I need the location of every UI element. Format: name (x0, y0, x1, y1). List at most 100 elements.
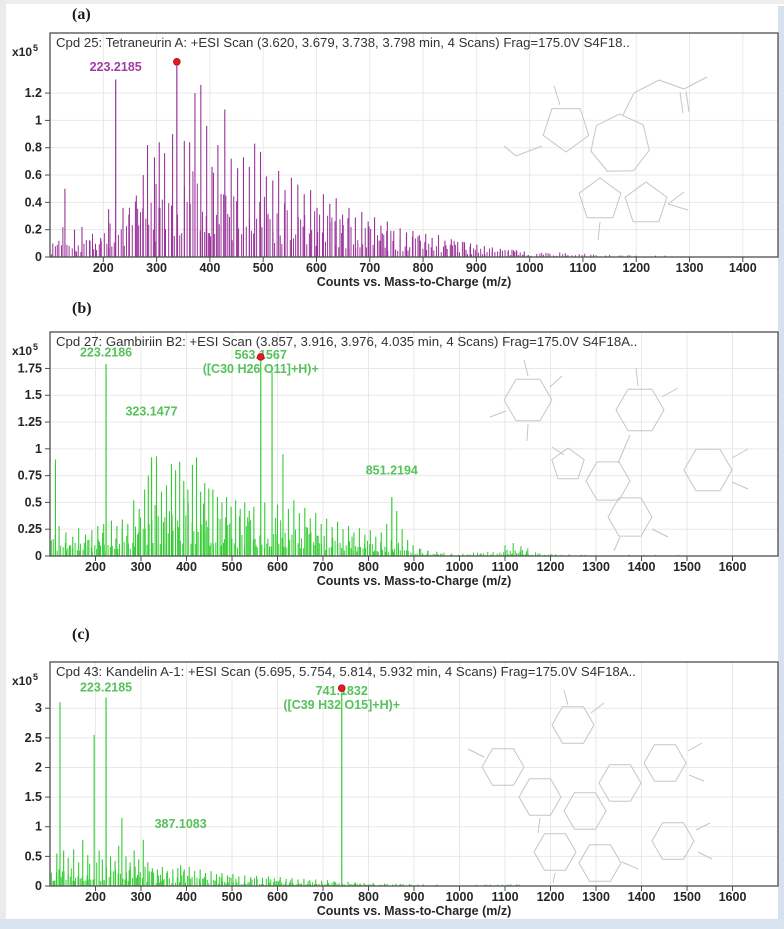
x-tick-label: 400 (199, 261, 220, 275)
y-tick-label: 0 (35, 549, 42, 563)
spectrum-peaks (51, 65, 666, 257)
y-scale-label: x105 (12, 43, 38, 59)
x-tick-label: 200 (93, 261, 114, 275)
x-tick-label: 800 (358, 560, 379, 574)
x-tick-label: 1000 (516, 261, 544, 275)
x-tick-label: 300 (131, 890, 152, 904)
y-tick-label: 0.8 (25, 141, 42, 155)
y-scale-label: x105 (12, 672, 38, 688)
y-tick-label: 1.25 (18, 415, 42, 429)
plot-border (49, 32, 779, 258)
y-tick-label: 1 (35, 820, 42, 834)
x-tick-label: 1100 (491, 560, 518, 574)
x-tick-label: 600 (306, 261, 327, 275)
x-tick-label: 900 (404, 890, 425, 904)
peak-formula-label: ([C30 H26 O11]+H)+ (203, 362, 319, 376)
peak-label: 387.1083 (155, 817, 207, 831)
x-tick-label: 500 (253, 261, 274, 275)
spectrum-title: Cpd 43: Kandelin A-1: +ESI Scan (5.695, … (56, 664, 636, 679)
molecule-structure (467, 689, 713, 884)
spectrum-panel-c: 200 300 400 500 600 700 800 900 1000 1100 1200 1300… (12, 661, 779, 918)
y-tick-label: 0.5 (25, 849, 42, 863)
y-tick-label: 2.5 (25, 731, 42, 745)
x-tick-label: 700 (313, 560, 334, 574)
x-tick-label: 400 (176, 560, 197, 574)
y-tick-label: 0.25 (18, 522, 42, 536)
x-tick-label: 1400 (628, 890, 656, 904)
left-edge-strip (0, 0, 6, 929)
x-tick-label: 1500 (673, 890, 701, 904)
x-axis-title: Counts vs. Mass-to-Charge (m/z) (317, 275, 511, 289)
x-tick-label: 1600 (719, 560, 747, 574)
panel-b-letter: (b) (72, 300, 92, 317)
y-tick-label: 1.5 (25, 790, 42, 804)
x-tick-label: 1000 (446, 560, 474, 574)
panel-c-letter: (c) (72, 626, 90, 643)
panel-a-letter: (a) (72, 6, 91, 23)
x-tick-label: 300 (131, 560, 152, 574)
x-tick-label: 800 (413, 261, 434, 275)
x-tick-label: 200 (85, 560, 106, 574)
gridlines (50, 332, 778, 556)
spectrum-peaks (50, 360, 679, 556)
base-peak-marker-icon (337, 684, 346, 693)
axis-ticks (45, 92, 744, 262)
spectrum-title: Cpd 25: Tetraneurin A: +ESI Scan (3.620,… (56, 35, 630, 50)
axis-ticks (45, 367, 733, 561)
right-edge-strip (778, 6, 784, 929)
x-tick-label: 700 (313, 890, 334, 904)
x-tick-label: 1200 (537, 890, 565, 904)
peak-label: 223.2185 (80, 681, 132, 695)
y-scale-label: x105 (12, 342, 38, 358)
x-tick-label: 1000 (446, 890, 474, 904)
y-tick-label: 1.2 (25, 86, 42, 100)
peak-label: 323.1477 (125, 405, 177, 419)
molecule-structure (489, 359, 749, 552)
gridlines (50, 662, 778, 886)
top-edge-strip (0, 0, 784, 4)
y-tick-label: 0 (35, 250, 42, 264)
x-tick-label: 900 (404, 560, 425, 574)
x-tick-label: 400 (176, 890, 197, 904)
y-tick-label: 0.2 (25, 223, 42, 237)
y-tick-label: 0.6 (25, 168, 42, 182)
y-tick-label: 1.75 (18, 361, 42, 375)
x-tick-label: 1200 (622, 261, 650, 275)
x-tick-label: 500 (222, 560, 243, 574)
x-tick-label: 1100 (569, 261, 596, 275)
base-peak-marker-icon (173, 57, 181, 66)
x-tick-label: 1300 (582, 890, 610, 904)
y-tick-label: 0.75 (18, 469, 42, 483)
y-tick-label: 1 (35, 113, 42, 127)
x-tick-label: 600 (267, 560, 288, 574)
spectrum-peaks (50, 692, 520, 886)
x-tick-label: 1200 (537, 560, 565, 574)
peak-label: 851.2194 (366, 464, 418, 478)
spectrum-panel-a: 200 300 400 500 600 700 800 900 1000 1100 1200 1300… (12, 32, 779, 289)
y-tick-label: 0 (35, 879, 42, 893)
peak-label: 223.2185 (90, 60, 142, 74)
x-tick-label: 700 (359, 261, 380, 275)
x-tick-label: 1600 (719, 890, 747, 904)
spectrum-title: Cpd 27: Gambiriin B2: +ESI Scan (3.857, … (56, 334, 637, 349)
peak-formula-label: ([C39 H32 O15]+H)+ (283, 698, 400, 712)
x-tick-label: 1300 (676, 261, 704, 275)
x-tick-label: 1100 (491, 890, 518, 904)
molecule-structure (503, 76, 708, 241)
x-tick-label: 800 (358, 890, 379, 904)
x-tick-label: 1400 (729, 261, 757, 275)
y-tick-label: 1 (35, 442, 42, 456)
y-tick-label: 3 (35, 701, 42, 715)
y-tick-label: 2 (35, 760, 42, 774)
x-tick-label: 1400 (628, 560, 656, 574)
y-tick-label: 0.5 (25, 495, 42, 509)
base-peak-marker-icon (256, 353, 265, 361)
x-tick-label: 1300 (582, 560, 610, 574)
x-axis-title: Counts vs. Mass-to-Charge (m/z) (317, 904, 511, 918)
y-tick-label: 1.5 (25, 388, 42, 402)
axis-ticks (45, 707, 733, 891)
gridlines (50, 33, 778, 257)
x-tick-label: 1500 (673, 560, 701, 574)
x-tick-label: 200 (85, 890, 106, 904)
